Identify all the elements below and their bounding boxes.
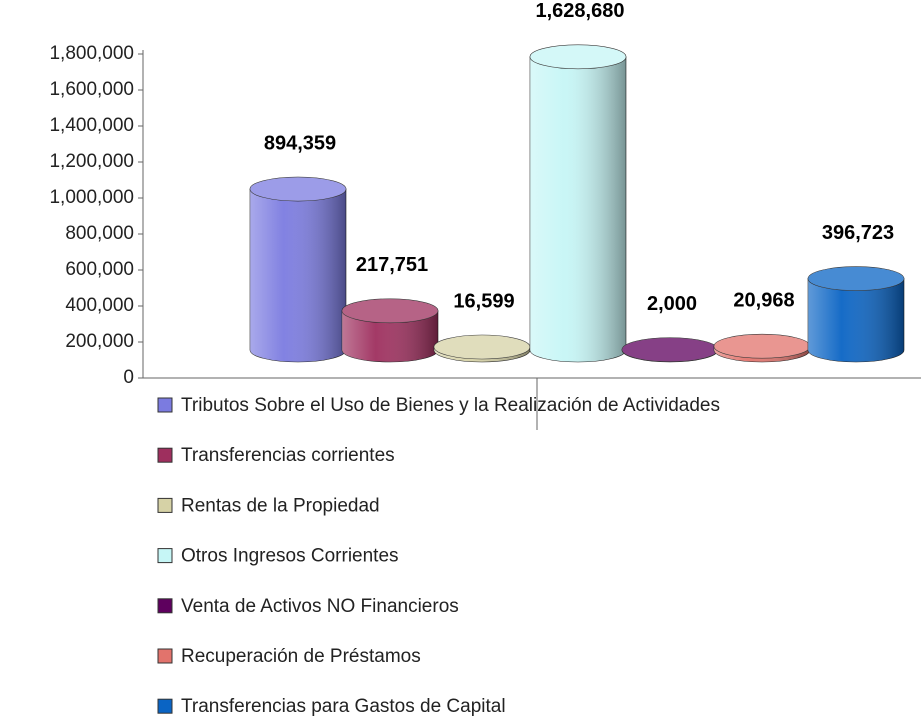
legend-swatch	[157, 598, 173, 614]
legend-swatch	[157, 548, 173, 564]
cylinder-top-light	[622, 337, 718, 362]
y-tick-label: 400,000	[65, 295, 134, 316]
y-tick-label: 1,800,000	[49, 43, 134, 64]
data-label: 396,723	[822, 222, 894, 244]
cylinder-shade	[530, 56, 626, 363]
cylinder-shade	[342, 310, 438, 362]
cylinder-top-light	[714, 334, 810, 359]
legend-label: Recuperación de Préstamos	[181, 646, 421, 667]
legend-swatch	[157, 648, 173, 664]
legend-swatch	[157, 447, 173, 463]
legend-label: Transferencias corrientes	[181, 445, 395, 466]
legend-label: Rentas de la Propiedad	[181, 495, 380, 516]
data-label: 16,599	[453, 290, 514, 312]
cylinder-shade	[808, 278, 904, 362]
y-tick-label: 1,600,000	[49, 79, 134, 100]
legend-label: Transferencias para Gastos de Capital	[181, 696, 506, 717]
legend-swatch	[157, 698, 173, 714]
data-label: 894,359	[264, 132, 336, 154]
cylinder-top	[341, 298, 439, 324]
data-label: 1,628,680	[536, 0, 625, 22]
cylinder	[713, 333, 811, 363]
cylinder-top-light	[434, 335, 530, 360]
y-tick-label: 600,000	[65, 259, 134, 280]
cylinder-top-light	[530, 44, 626, 69]
y-tick-label: 1,000,000	[49, 187, 134, 208]
cylinder-shade	[250, 189, 346, 362]
data-label: 2,000	[647, 293, 697, 315]
cylinder	[621, 337, 719, 363]
y-tick-label: 800,000	[65, 223, 134, 244]
cylinder-top-light	[250, 177, 346, 202]
legend-swatch	[157, 497, 173, 513]
cylinder-top	[249, 176, 347, 202]
legend-label: Otros Ingresos Corrientes	[181, 546, 399, 567]
y-tick-label: 200,000	[65, 331, 134, 352]
y-tick-label: 1,400,000	[49, 115, 134, 136]
cylinder	[433, 334, 531, 363]
legend-swatch	[157, 397, 173, 413]
cylinder	[529, 44, 627, 363]
cylinder	[249, 176, 347, 363]
cylinder-top	[807, 266, 905, 291]
cylinder	[341, 298, 439, 363]
data-label: 217,751	[356, 254, 428, 276]
legend-label: Venta de Activos NO Financieros	[181, 596, 459, 617]
cylinder-top-light	[808, 266, 904, 291]
legend-label: Tributos Sobre el Uso de Bienes y la Rea…	[181, 395, 720, 416]
y-tick-label: 1,200,000	[49, 151, 134, 172]
cylinder-top-light	[342, 298, 438, 323]
y-tick-label: 0	[123, 367, 134, 388]
data-label: 20,968	[733, 290, 794, 312]
cylinder	[807, 266, 905, 363]
cylinder-top	[529, 44, 627, 70]
